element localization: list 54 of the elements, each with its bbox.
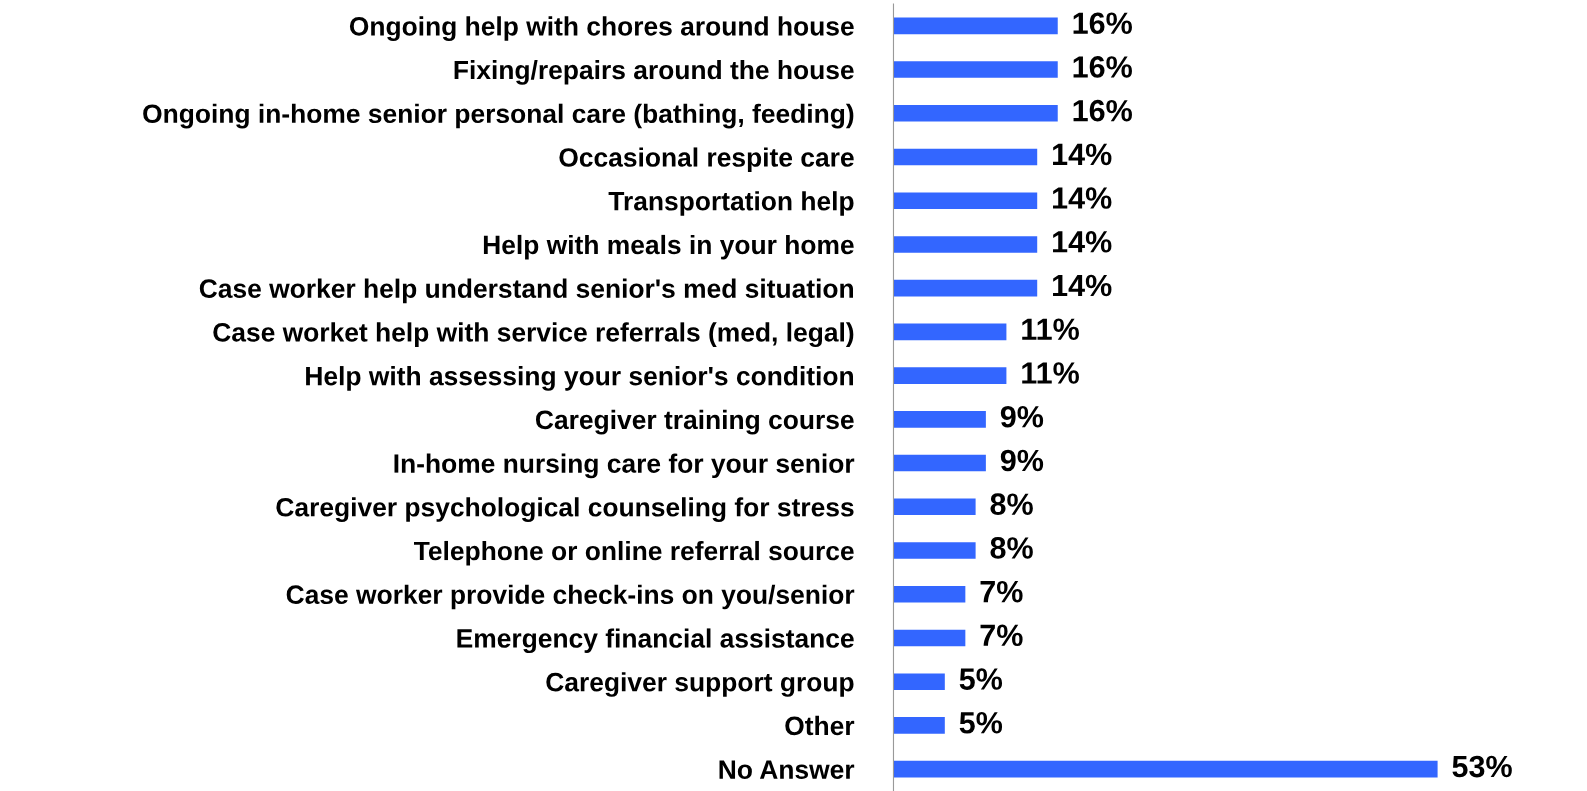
data-label: 5%: [959, 712, 1003, 734]
data-label: 14%: [1053, 231, 1112, 253]
bar: [893, 498, 976, 516]
y-tick-label: No Answer: [719, 760, 855, 779]
bar: [893, 279, 1038, 297]
data-label: 16%: [1073, 12, 1132, 35]
bar: [893, 454, 986, 472]
y-tick-label: Case worker provide check-ins on you/senior: [286, 584, 855, 610]
data-label: 14%: [1053, 187, 1112, 209]
bar: [893, 104, 1058, 122]
data-label: 8%: [990, 493, 1033, 515]
data-label: 7%: [980, 580, 1023, 603]
data-label: 14%: [1053, 274, 1112, 297]
bar: [893, 192, 1038, 210]
y-tick-label: Case worker help understand senior's med situation: [199, 278, 853, 304]
data-label: 9%: [1000, 449, 1044, 472]
y-tick-label: Other: [785, 715, 855, 736]
data-label: 5%: [959, 668, 1003, 690]
y-tick-label: Help with assessing your senior's condition: [306, 366, 853, 391]
bar: [893, 323, 1007, 341]
data-label: 7%: [980, 624, 1023, 647]
bar: [893, 629, 966, 647]
data-label: 16%: [1073, 99, 1132, 122]
bar: [893, 17, 1058, 35]
y-tick-label: Emergency financial assistance: [457, 628, 854, 654]
data-label: 11%: [1022, 318, 1079, 341]
bar: [893, 760, 1438, 778]
y-tick-label: Case worket help with service referrals (med, legal): [213, 322, 854, 348]
y-tick-label: Occasional respite care: [559, 147, 854, 173]
data-label: 53%: [1452, 755, 1512, 778]
y-tick-label: Ongoing in-home senior personal care (bathing, feeding): [143, 103, 854, 129]
data-label: 8%: [990, 537, 1033, 559]
data-label: 14%: [1053, 143, 1112, 166]
y-tick-label: In-home nursing care for your senior: [394, 453, 855, 479]
y-tick-label: Caregiver training course: [535, 409, 854, 435]
y-tick-label: Caregiver psychological counseling for stress: [276, 497, 854, 522]
data-label: 9%: [1000, 405, 1044, 428]
y-tick-label: Fixing/repairs around the house: [454, 59, 854, 85]
y-tick-label: Transportation help: [608, 191, 854, 216]
data-label: 11%: [1022, 362, 1079, 384]
bar: [893, 236, 1038, 253]
bar: [893, 717, 945, 734]
bar: [893, 673, 945, 690]
bar: [893, 542, 976, 559]
y-tick-label: Caregiver support group: [546, 672, 854, 697]
y-tick-label: Telephone or online referral source: [414, 540, 854, 566]
bar: [893, 585, 966, 603]
bar: [893, 148, 1038, 166]
bar: [893, 367, 1007, 384]
bar: [893, 61, 1058, 78]
y-tick-label: Ongoing help with chores around house: [349, 16, 854, 41]
y-tick-label: Help with meals in your home: [483, 234, 854, 260]
bar: [893, 411, 986, 428]
data-label: 16%: [1073, 56, 1132, 78]
